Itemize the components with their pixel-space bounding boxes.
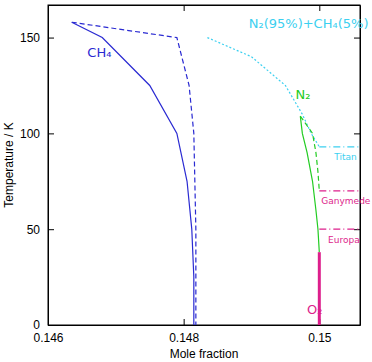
x-tick: 0.148 [169,319,199,345]
series-line [300,116,319,191]
plot-frame [48,5,360,325]
annotation: CH₄ [87,45,111,60]
series-line [300,116,319,252]
y-tick [354,133,360,134]
y-tick [354,325,360,326]
y-tick-mark [48,325,54,326]
series-line [319,229,360,230]
x-axis-title: Mole fraction [170,347,239,361]
x-axis-line [49,5,361,6]
y-tick: 0 [33,318,54,332]
x-axis-line [49,325,361,326]
y-tick-label: 0 [33,318,40,332]
y-tick: 100 [20,127,54,141]
y-tick-label: 50 [27,223,41,237]
y-tick-mark [48,38,54,39]
y-tick: 150 [20,31,54,45]
annotation: O₂ [307,302,322,317]
annotation: Ganymede [321,196,371,206]
x-tick [184,5,185,11]
x-tick-mark [184,5,185,11]
x-tick-mark [184,319,185,325]
y-tick-mark [354,325,360,326]
annotation: Europa [328,235,360,245]
y-tick-label: 100 [20,127,40,141]
y-axis-title: Temperature / K [2,122,16,207]
series-line [72,22,194,325]
annotations: CH₄ N₂(95%)+CH₄(5%) N₂ O₂ Titan Ganymede Europ… [87,16,371,317]
annotation: N₂(95%)+CH₄(5%) [249,16,369,31]
plot: 0.146 0.148 0.15 0 50 100 150 CH₄ N₂(95%)+CH₄(5%… [20,5,371,345]
x-tick [319,5,320,11]
annotation: N₂ [296,87,311,102]
x-axis-top [49,5,361,11]
x-tick-label: 0.148 [169,331,199,345]
series-line [72,22,196,325]
y-axis-line [360,6,361,326]
x-tick-mark [319,5,320,11]
lines [72,22,360,325]
y-axis: 0 50 100 150 [20,6,54,333]
y-tick [354,229,360,230]
y-axis-right [354,6,361,326]
y-tick [354,38,360,39]
x-tick-mark [48,5,49,11]
series-line [319,190,360,191]
y-tick-mark [354,133,360,134]
x-tick [48,5,49,11]
y-tick: 50 [27,223,54,237]
x-tick-label: 0.146 [33,331,63,345]
y-tick-mark [354,38,360,39]
series-line [319,146,360,147]
x-tick-label: 0.15 [308,331,332,345]
chart: 0.146 0.148 0.15 0 50 100 150 CH₄ N₂(95%)+CH₄(5%… [0,0,372,362]
y-tick-mark [354,229,360,230]
y-axis-line [48,6,49,326]
y-tick-label: 150 [20,31,40,45]
x-axis: 0.146 0.148 0.15 [33,319,360,345]
y-tick-mark [48,229,54,230]
annotation: Titan [333,152,356,162]
y-tick-mark [48,133,54,134]
